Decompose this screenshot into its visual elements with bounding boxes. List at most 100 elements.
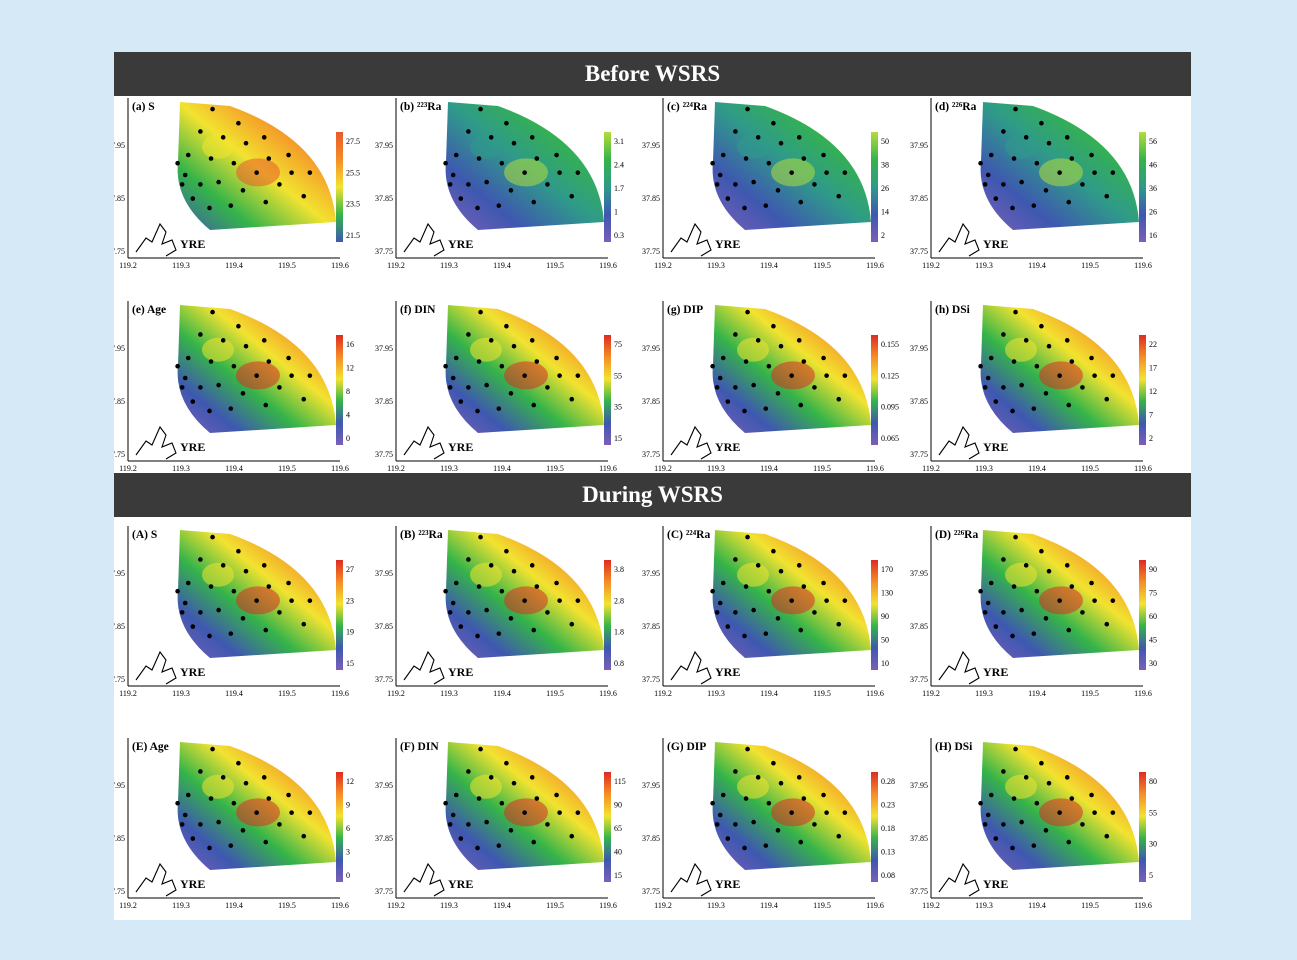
- map-panel-c: YRE (c) ²²⁴Ra 37.95 37.85 37.75 119.2 119.3 119…: [642, 98, 889, 270]
- station-dot: [1080, 182, 1085, 187]
- colorbar-tick-label: 2.4: [614, 161, 624, 170]
- station-dot: [236, 323, 241, 329]
- station-dot: [1110, 810, 1116, 815]
- station-dot: [466, 557, 471, 562]
- station-dot: [836, 396, 842, 402]
- colorbar: [871, 772, 878, 882]
- station-dot: [277, 822, 282, 827]
- station-dot: [751, 382, 756, 388]
- station-dot: [466, 610, 471, 615]
- station-dot: [812, 822, 817, 827]
- station-dot: [450, 172, 456, 178]
- station-dot: [231, 588, 237, 594]
- x-tick-label: 119.2: [119, 261, 137, 270]
- colorbar-tick-label: 55: [614, 371, 622, 380]
- station-dot: [266, 359, 272, 364]
- station-dot: [266, 796, 272, 801]
- figure-sheet: Before WSRS During WSRS YRE (a) S 37.95 37.…: [114, 52, 1191, 920]
- colorbar-tick-label: 16: [346, 340, 354, 349]
- y-tick-label: 37.85: [642, 834, 660, 843]
- station-dot: [714, 822, 720, 827]
- colorbar-tick-label: 0.8: [614, 659, 624, 668]
- colorbar-tick-label: 6: [346, 824, 350, 833]
- x-tick-label: 119.3: [707, 901, 725, 910]
- station-dot: [569, 833, 575, 839]
- station-dot: [1043, 391, 1049, 396]
- station-dot: [475, 408, 480, 414]
- panel-label: (H) DSi: [935, 741, 973, 753]
- x-tick-label: 119.5: [813, 901, 831, 910]
- station-dot: [717, 375, 723, 381]
- station-dot: [190, 624, 196, 629]
- station-dot: [1092, 598, 1097, 603]
- station-dot: [710, 588, 715, 594]
- station-dot: [821, 152, 826, 158]
- station-dot: [554, 355, 559, 361]
- station-dot: [993, 624, 999, 629]
- x-tick-label: 119.6: [331, 901, 349, 910]
- colorbar-tick-label: 115: [614, 777, 626, 786]
- colorbar-tick-label: 0.3: [614, 231, 624, 240]
- station-dot: [1019, 607, 1024, 613]
- colorbar-tick-label: 12: [346, 364, 354, 373]
- x-tick-label: 119.5: [813, 261, 831, 270]
- station-dot: [824, 373, 829, 378]
- station-dot: [496, 406, 502, 411]
- station-dot: [236, 120, 241, 126]
- y-tick-label: 37.95: [642, 781, 660, 790]
- station-dot: [1034, 160, 1040, 166]
- station-dot: [1069, 156, 1075, 161]
- colorbar-tick-label: 23: [346, 596, 354, 605]
- station-dot: [733, 129, 738, 134]
- station-dot: [236, 760, 241, 766]
- panel-label: (A) S: [132, 529, 157, 541]
- map-panel-e: YRE (e) Age 37.95 37.85 37.75 119.2 119.3 119.4…: [114, 301, 354, 473]
- station-dot: [1110, 170, 1116, 175]
- station-dot: [717, 812, 723, 818]
- x-tick-label: 119.3: [172, 901, 190, 910]
- station-dot: [988, 152, 994, 158]
- colorbar-tick-label: 4: [346, 411, 350, 420]
- colorbar-tick-label: 14: [881, 208, 889, 217]
- station-dot: [511, 780, 517, 786]
- station-dot: [185, 152, 191, 158]
- station-dot: [557, 373, 562, 378]
- station-dot: [179, 182, 185, 187]
- station-dot: [207, 845, 212, 851]
- station-dot: [216, 179, 221, 185]
- station-dot: [198, 332, 203, 337]
- colorbar-tick-label: 90: [881, 612, 889, 621]
- coastline: [403, 650, 445, 685]
- station-dot: [710, 800, 715, 806]
- station-dot: [978, 160, 983, 166]
- station-dot: [240, 188, 246, 193]
- station-dot: [175, 588, 180, 594]
- x-tick-label: 119.4: [493, 901, 511, 910]
- station-dot: [1039, 323, 1044, 329]
- y-tick-label: 37.85: [910, 397, 928, 406]
- station-dot: [1011, 359, 1017, 364]
- station-dot: [993, 399, 999, 404]
- station-dot: [575, 170, 581, 175]
- station-dot: [798, 839, 804, 845]
- station-dot: [1064, 775, 1070, 780]
- station-dot: [1031, 203, 1037, 208]
- panel-label: (h) DSi: [935, 304, 971, 316]
- estuary-label: YRE: [180, 877, 205, 891]
- station-dot: [978, 800, 983, 806]
- y-tick-label: 37.95: [375, 141, 393, 150]
- station-dot: [531, 839, 537, 845]
- station-dot: [228, 631, 234, 636]
- station-dot: [476, 359, 482, 364]
- station-dot: [778, 780, 784, 786]
- x-tick-label: 119.4: [493, 689, 511, 698]
- colorbar: [1139, 132, 1146, 242]
- station-dot: [755, 338, 761, 343]
- y-tick-label: 37.75: [375, 887, 393, 896]
- y-tick-label: 37.75: [642, 450, 660, 459]
- y-tick-label: 37.75: [910, 887, 928, 896]
- station-dot: [1019, 382, 1024, 388]
- station-dot: [1001, 610, 1006, 615]
- station-dot: [228, 203, 234, 208]
- x-tick-label: 119.3: [707, 689, 725, 698]
